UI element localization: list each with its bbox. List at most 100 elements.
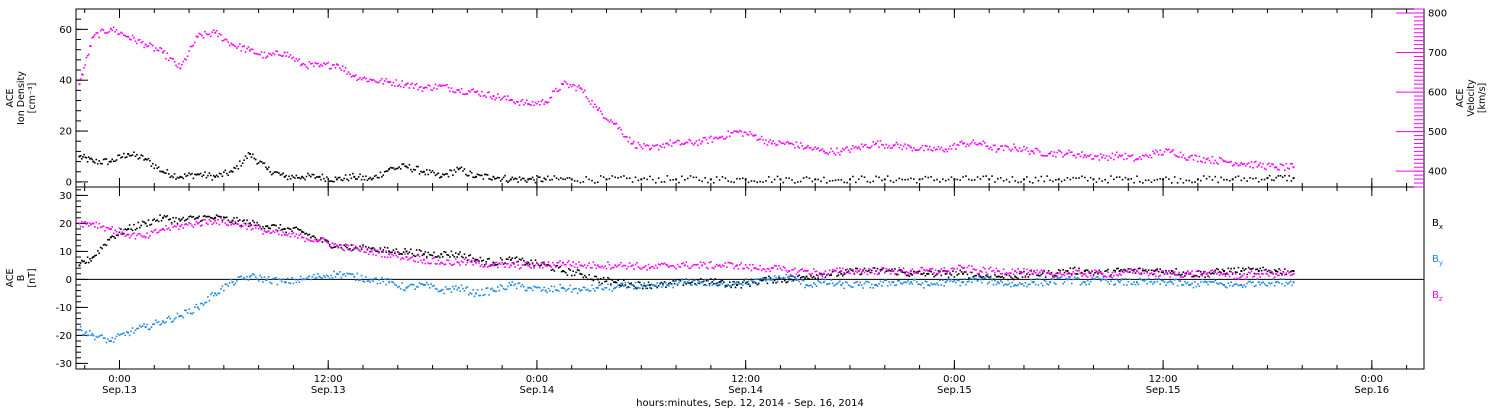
- data-point: [953, 276, 956, 278]
- data-point: [1137, 267, 1140, 270]
- data-point: [543, 263, 545, 265]
- data-point: [1001, 145, 1004, 147]
- data-point: [957, 279, 960, 282]
- data-point: [214, 216, 217, 219]
- data-point: [248, 152, 251, 155]
- data-point: [1104, 278, 1106, 281]
- data-point: [628, 177, 631, 179]
- data-point: [392, 281, 395, 284]
- data-point: [485, 262, 487, 265]
- data-point: [491, 264, 493, 266]
- data-point: [389, 278, 392, 281]
- data-point: [660, 146, 663, 148]
- data-point: [921, 273, 924, 275]
- data-point: [437, 85, 440, 87]
- data-point: [930, 282, 932, 285]
- data-point: [101, 162, 103, 165]
- data-point: [399, 85, 402, 88]
- data-point: [724, 286, 727, 289]
- data-point: [157, 231, 160, 233]
- data-point: [959, 284, 961, 287]
- data-point: [1247, 271, 1250, 274]
- data-point: [1136, 281, 1139, 284]
- data-point: [170, 57, 173, 60]
- data-point: [301, 175, 304, 178]
- data-point: [970, 281, 973, 284]
- data-point: [520, 259, 522, 261]
- data-point: [1159, 178, 1161, 180]
- data-point: [199, 220, 202, 223]
- data-point: [507, 258, 509, 261]
- data-point: [215, 222, 218, 225]
- data-point: [699, 142, 702, 145]
- data-point: [743, 267, 746, 270]
- data-point: [720, 280, 722, 282]
- data-point: [1118, 272, 1121, 275]
- data-point: [1278, 168, 1280, 171]
- data-point: [295, 174, 298, 177]
- data-point: [365, 175, 367, 178]
- data-point: [127, 233, 130, 236]
- legend-z: Bz: [1432, 290, 1443, 303]
- data-point: [1075, 277, 1077, 280]
- data-point: [286, 227, 289, 229]
- data-point: [443, 292, 445, 295]
- data-point: [1117, 274, 1119, 277]
- data-point: [391, 251, 393, 253]
- data-point: [85, 156, 88, 159]
- data-point: [718, 179, 721, 181]
- data-point: [270, 173, 273, 176]
- data-point: [489, 96, 492, 98]
- data-point: [370, 247, 373, 250]
- data-point: [501, 285, 503, 288]
- data-point: [201, 219, 203, 222]
- data-point: [1249, 177, 1251, 179]
- data-point: [855, 145, 857, 148]
- data-point: [311, 276, 314, 278]
- data-point: [766, 278, 769, 281]
- data-point: [82, 156, 84, 158]
- data-point: [707, 267, 709, 270]
- data-point: [1273, 166, 1276, 169]
- data-point: [1137, 157, 1140, 160]
- data-point: [1265, 168, 1267, 171]
- data-point: [988, 267, 990, 270]
- data-point: [773, 142, 776, 145]
- data-point: [89, 257, 91, 260]
- data-point: [1215, 161, 1218, 164]
- data-point: [875, 284, 878, 286]
- data-point: [469, 292, 472, 294]
- data-point: [717, 281, 719, 284]
- data-point: [1263, 178, 1266, 181]
- data-point: [539, 266, 541, 269]
- data-point: [194, 41, 196, 44]
- data-point: [1252, 177, 1254, 180]
- data-point: [194, 306, 196, 308]
- data-point: [161, 170, 164, 173]
- data-point: [260, 228, 263, 231]
- data-point: [1020, 283, 1022, 286]
- data-point: [369, 247, 372, 250]
- data-point: [886, 175, 889, 177]
- legend-name: B: [1432, 218, 1439, 229]
- data-point: [888, 145, 890, 147]
- data-point: [972, 276, 975, 278]
- data-point: [665, 263, 667, 266]
- data-point: [788, 270, 791, 272]
- data-point: [741, 284, 744, 286]
- data-point: [762, 138, 764, 141]
- data-point: [533, 266, 535, 269]
- data-point: [498, 176, 501, 179]
- data-point: [389, 81, 392, 83]
- y-axis-title-0: ACE Ion Density [cm⁻³]: [5, 71, 38, 125]
- data-point: [968, 144, 970, 147]
- data-point: [873, 273, 876, 275]
- data-point: [1288, 271, 1290, 274]
- data-point: [694, 283, 696, 285]
- data-point: [650, 147, 653, 150]
- data-point: [276, 230, 279, 233]
- data-point: [121, 233, 124, 235]
- data-point: [607, 276, 609, 279]
- data-point: [939, 279, 941, 282]
- data-point: [1070, 273, 1073, 275]
